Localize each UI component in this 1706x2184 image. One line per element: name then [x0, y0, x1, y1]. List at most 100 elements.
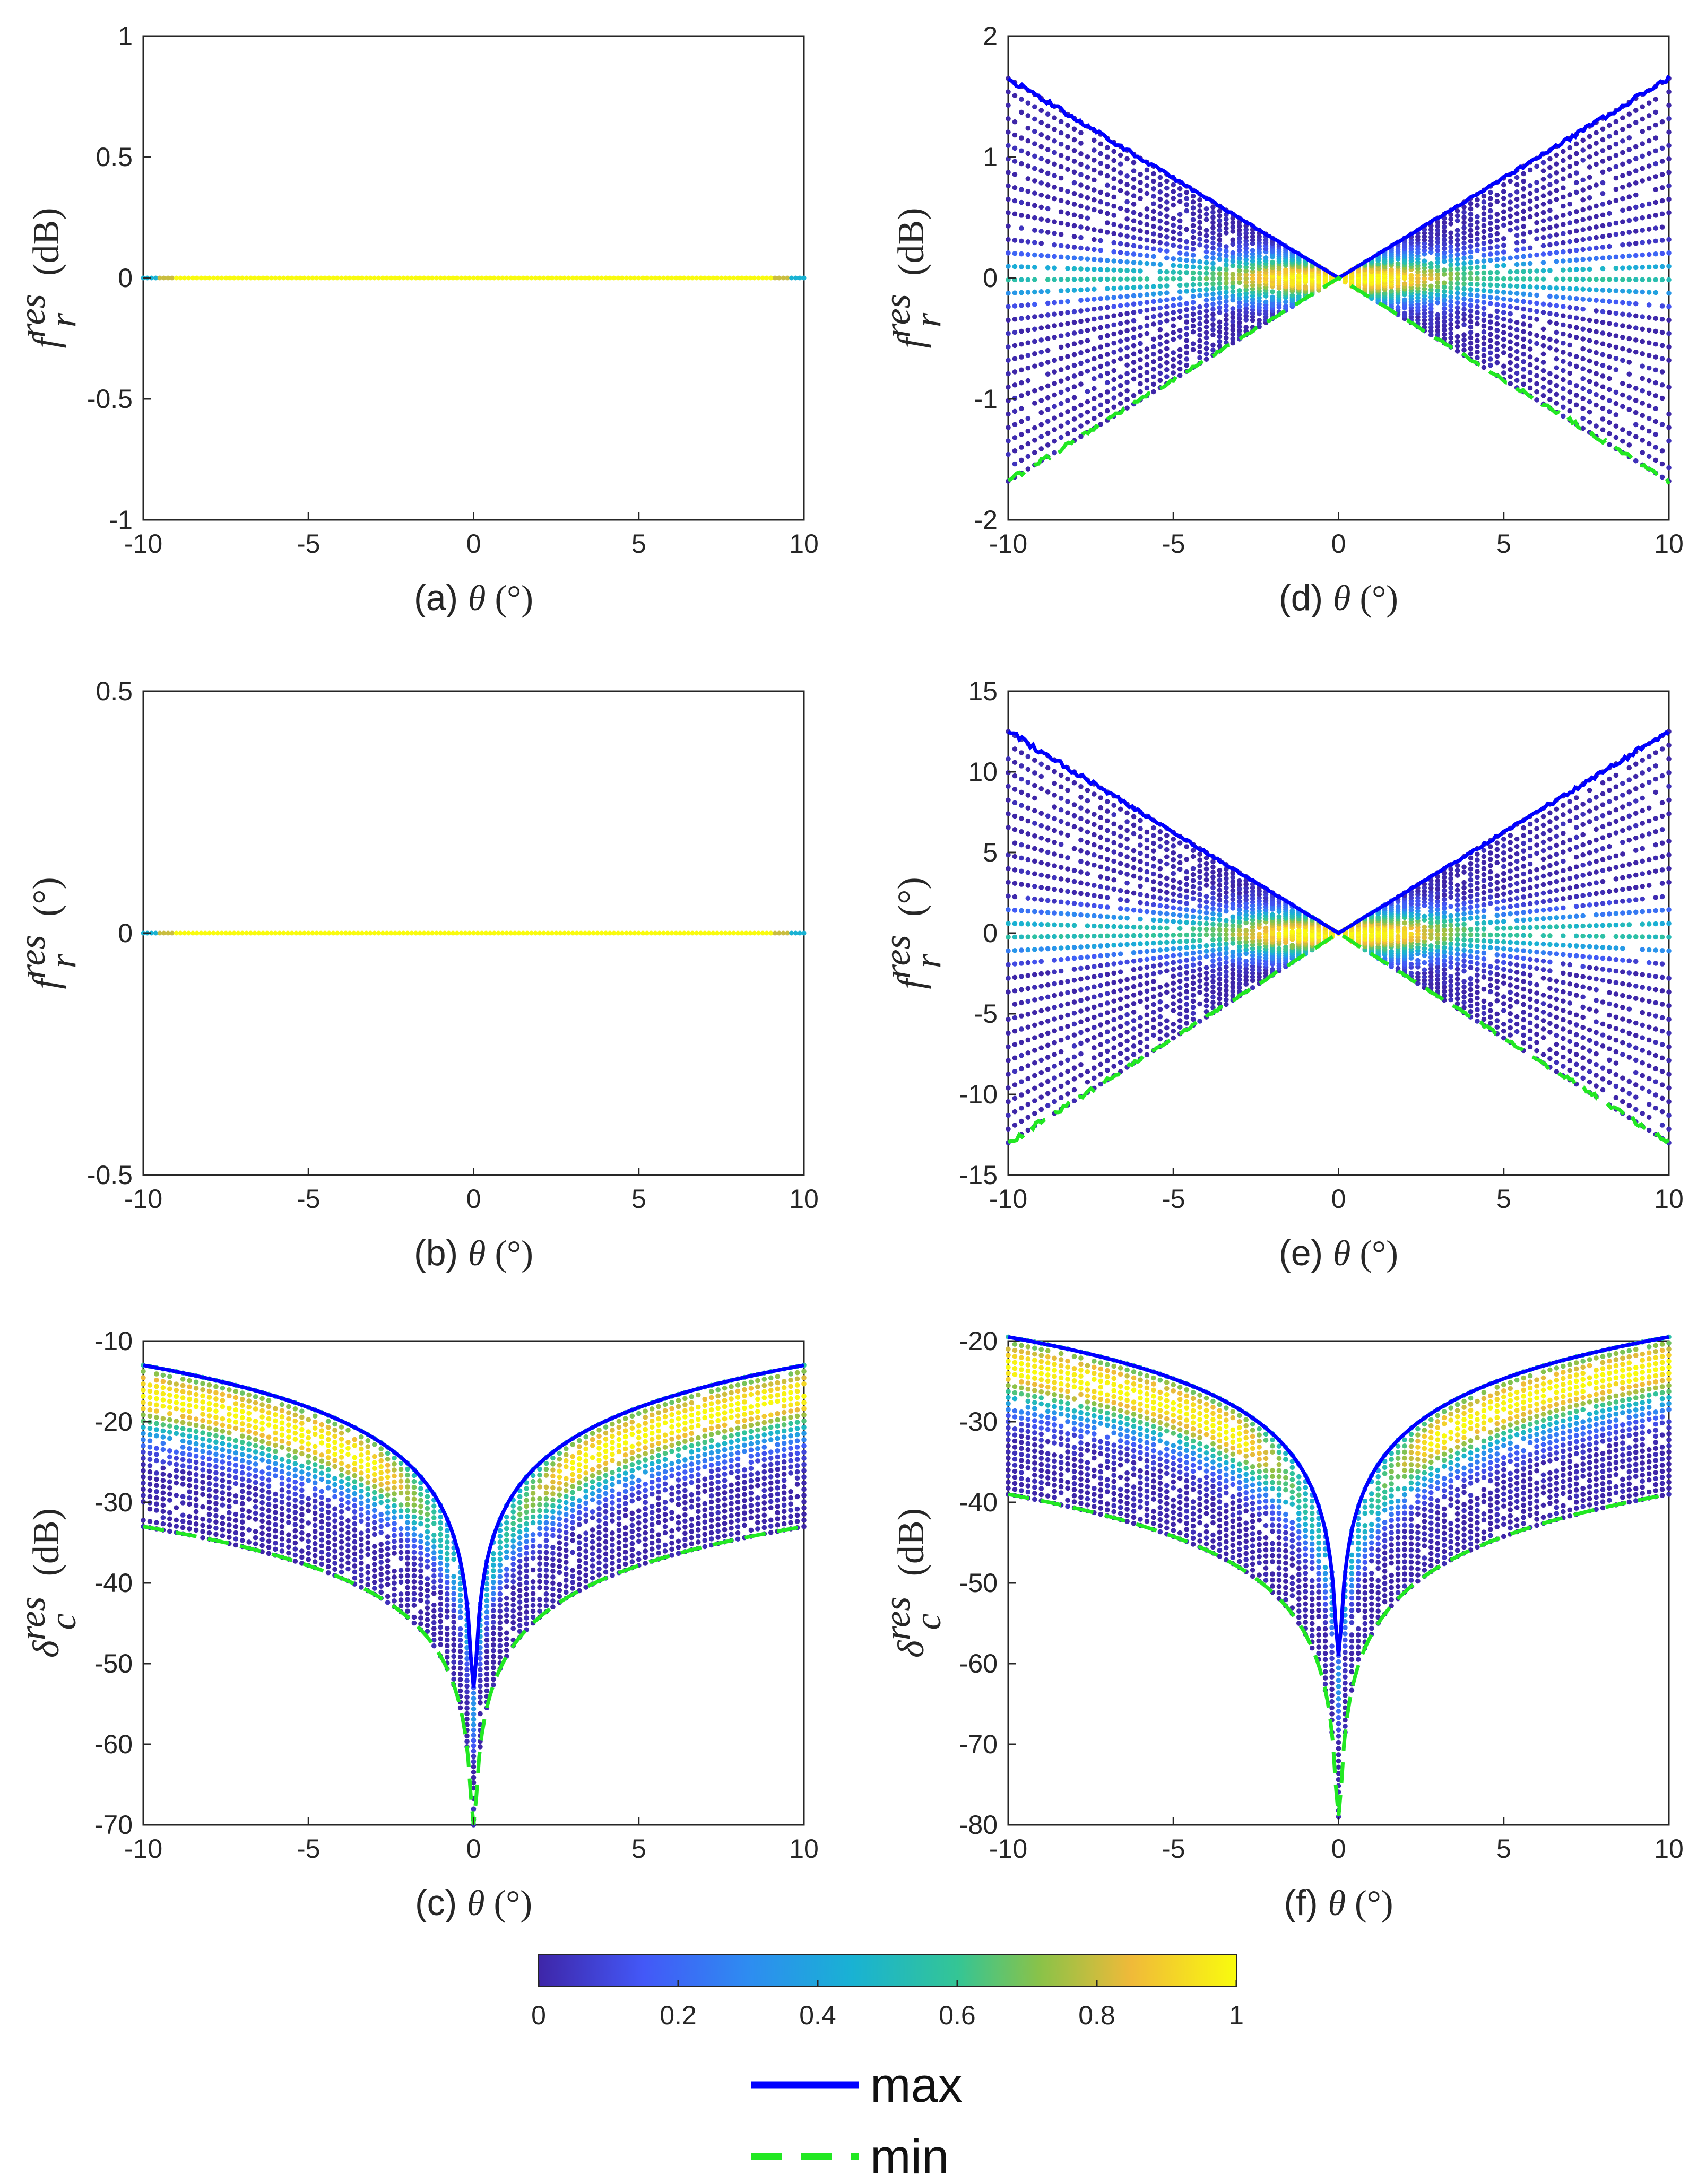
data-point [1071, 405, 1077, 411]
data-point [1270, 259, 1275, 265]
data-point [761, 1377, 767, 1382]
data-point [689, 1412, 695, 1418]
data-point [220, 1416, 226, 1422]
data-point [319, 1519, 324, 1525]
data-point [530, 1579, 536, 1585]
data-point [312, 1547, 318, 1552]
data-point [248, 275, 253, 281]
data-point [788, 1513, 793, 1519]
data-point [1104, 173, 1110, 179]
data-point [431, 1503, 437, 1509]
data-point [491, 1551, 496, 1556]
data-point [444, 1556, 450, 1562]
data-point [279, 1506, 285, 1511]
data-point [147, 1487, 153, 1493]
data-point [689, 1467, 695, 1473]
data-point [656, 1422, 661, 1428]
data-point [781, 1391, 787, 1397]
data-point [504, 930, 509, 936]
data-point [180, 1519, 186, 1524]
data-point [649, 1516, 655, 1521]
data-point [676, 1490, 681, 1495]
data-point [616, 1546, 622, 1551]
data-point [1058, 243, 1064, 248]
data-point [603, 1557, 609, 1563]
data-point [1131, 185, 1137, 190]
data-point [1078, 381, 1084, 387]
data-point [662, 1518, 668, 1524]
data-point [438, 1572, 444, 1578]
data-point [775, 1398, 780, 1404]
data-point [1058, 232, 1064, 237]
data-point [299, 1506, 305, 1511]
data-point [1006, 317, 1011, 323]
data-point [623, 1470, 628, 1476]
data-point [1032, 116, 1037, 122]
data-point [392, 1574, 397, 1580]
data-point [1217, 266, 1223, 272]
data-point [497, 1597, 503, 1603]
data-point [1461, 296, 1467, 302]
data-point [801, 1369, 807, 1374]
data-point [748, 1386, 754, 1391]
data-point [1025, 251, 1031, 257]
data-point [306, 1417, 311, 1422]
data-point [392, 1509, 397, 1515]
data-point [286, 1452, 291, 1458]
data-point [669, 930, 674, 936]
data-point [1052, 254, 1057, 259]
data-point [1038, 180, 1044, 186]
data-point [676, 1477, 681, 1483]
data-point [510, 1579, 516, 1585]
data-point [524, 1551, 529, 1556]
data-point [378, 1547, 384, 1553]
data-point [213, 1402, 219, 1408]
data-point [537, 930, 542, 936]
data-point [411, 1567, 417, 1573]
data-point [1085, 297, 1090, 302]
data-point [537, 1567, 542, 1572]
y-tick-label: -60 [94, 1729, 133, 1759]
data-point [676, 1551, 681, 1556]
data-point [508, 275, 514, 281]
data-point [206, 1450, 212, 1456]
data-point [1065, 134, 1070, 139]
data-point [154, 1470, 159, 1476]
data-point [1144, 253, 1150, 258]
data-point [590, 1533, 595, 1539]
y-axis-label: fresr(°) [12, 877, 84, 989]
data-point [524, 1533, 529, 1538]
data-point [365, 1468, 371, 1474]
data-point [632, 275, 637, 281]
data-point [1085, 358, 1090, 364]
data-point [616, 930, 621, 936]
data-point [794, 1445, 800, 1450]
data-point [299, 1512, 305, 1518]
data-point [351, 275, 357, 281]
data-point [623, 1489, 628, 1494]
data-point [319, 1543, 324, 1549]
data-point [411, 1544, 417, 1549]
data-point [147, 1388, 153, 1394]
data-point [1071, 180, 1077, 186]
data-point [431, 1620, 437, 1625]
data-point [398, 1555, 404, 1561]
data-point [180, 1382, 186, 1388]
data-point [457, 1705, 463, 1711]
data-point [426, 275, 431, 281]
data-point [418, 1539, 423, 1544]
data-point [768, 1375, 774, 1381]
data-point [761, 1420, 767, 1425]
data-point [801, 1474, 807, 1480]
data-point [273, 1491, 278, 1497]
data-point [510, 1556, 516, 1561]
data-point [729, 1408, 734, 1414]
data-point [603, 1563, 609, 1569]
data-point [174, 1505, 179, 1510]
data-point [431, 1521, 437, 1526]
data-point [253, 1455, 258, 1461]
data-point [1032, 215, 1037, 221]
data-point [444, 1534, 450, 1539]
data-point [1038, 313, 1044, 319]
data-point [669, 1437, 674, 1442]
